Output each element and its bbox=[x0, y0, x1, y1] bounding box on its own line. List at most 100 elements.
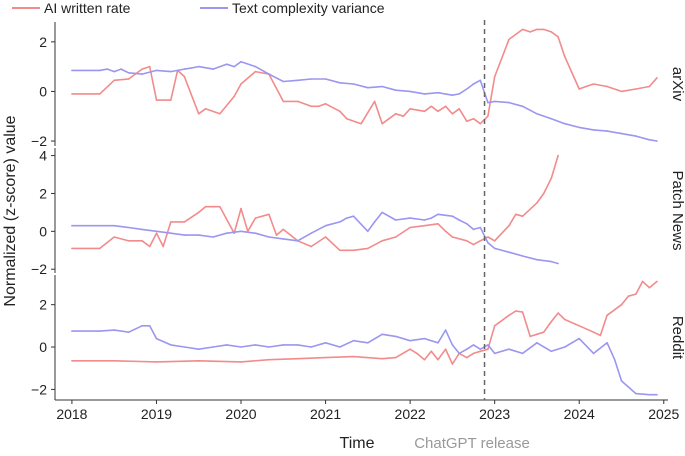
panel-1-ai-point-15 bbox=[240, 207, 242, 210]
panel-1-ai-point-19 bbox=[275, 234, 278, 236]
panel-0-tcv-point-3 bbox=[113, 70, 115, 73]
panel-0-ai-point-53 bbox=[606, 85, 608, 88]
legend-label-1: Text complexity variance bbox=[232, 0, 385, 16]
panel-0-tcv-point-43 bbox=[592, 129, 595, 131]
panel-0-tcv-point-11 bbox=[197, 65, 200, 68]
panel-0-ai-point-46 bbox=[542, 28, 545, 31]
panel-1-tcv-point-40 bbox=[557, 262, 559, 265]
panel-1-y-tick-label-3: 4 bbox=[39, 148, 47, 164]
panel-2-tcv-point-24 bbox=[409, 339, 411, 342]
panel-2-y-tick-label-1: 0 bbox=[39, 339, 47, 355]
annotation: ChatGPT release bbox=[414, 20, 530, 452]
panel-1-ai-point-25 bbox=[352, 249, 355, 252]
panel-2-ai-point-27 bbox=[529, 335, 531, 338]
panel-0-ai-point-55 bbox=[635, 88, 637, 90]
panel-1-tcv-point-21 bbox=[367, 230, 369, 233]
panel-1-tcv-point-36 bbox=[508, 251, 510, 253]
legend-label-0: AI written rate bbox=[44, 0, 131, 16]
panel-1-ai-point-11 bbox=[204, 205, 207, 208]
panel-2-tcv-point-39 bbox=[564, 346, 566, 348]
panel-0-ai-point-54 bbox=[620, 90, 623, 93]
panel-2: −2 0 2 Reddit bbox=[31, 275, 685, 400]
panel-2-tcv-point-37 bbox=[536, 342, 538, 344]
panel-2-tcv-point-22 bbox=[381, 333, 384, 336]
panel-2-tcv-point-6 bbox=[155, 337, 158, 340]
panel-1-tcv-point-16 bbox=[310, 232, 313, 234]
panel-1-ai-point-8 bbox=[170, 221, 172, 223]
panel-0-ai-point-29 bbox=[402, 115, 405, 117]
panel-2-tcv-point-4 bbox=[141, 325, 143, 327]
panel-0-ai-point-18 bbox=[296, 100, 299, 103]
panel-2-tcv-point-8 bbox=[183, 346, 186, 348]
panel-0-tcv-point-24 bbox=[367, 86, 369, 89]
panel-2-tcv-point-18 bbox=[324, 342, 327, 344]
panel-0-y-tick-label-1: 0 bbox=[39, 83, 47, 99]
panel-0-ai-point-19 bbox=[310, 105, 313, 108]
panel-2-ai-point-8 bbox=[352, 355, 355, 358]
panel-2-ai-point-5 bbox=[268, 358, 270, 361]
panel-0-tcv-point-23 bbox=[352, 83, 355, 85]
panel-2-tcv-point-44 bbox=[620, 380, 623, 382]
panel-2-ai-point-1 bbox=[113, 360, 115, 362]
panel-1-ai-point-12 bbox=[212, 205, 214, 208]
panel-2-ai-point-42 bbox=[656, 280, 658, 283]
panel-2-tcv-point-3 bbox=[127, 331, 130, 334]
panel-1-ai-point-10 bbox=[197, 211, 200, 214]
panel-0-tcv-point-16 bbox=[254, 65, 257, 68]
panel-2-tcv-point-5 bbox=[148, 325, 151, 327]
panel-0-ai-point-41 bbox=[493, 75, 496, 78]
panel-1-tcv-point-2 bbox=[113, 224, 115, 227]
panel-1-tcv-point-17 bbox=[324, 224, 327, 227]
panel-2-tcv-point-20 bbox=[352, 339, 355, 342]
panel-2-tcv-point-33 bbox=[487, 344, 489, 346]
panel-0-ai-point-42 bbox=[508, 38, 510, 41]
panel-0-ai-point-26 bbox=[381, 122, 384, 125]
panel-0-tcv-point-39 bbox=[536, 113, 538, 115]
panel-1-tcv-point-30 bbox=[458, 219, 461, 221]
legend: AI written rate Text complexity variance bbox=[12, 0, 385, 16]
x-tick-label-2: 2020 bbox=[225, 406, 256, 422]
panel-1-ai-point-38 bbox=[493, 240, 496, 242]
panel-1-ai-point-0 bbox=[71, 247, 73, 250]
panel-0-ai-point-20 bbox=[318, 105, 320, 108]
panel-1-tcv-point-7 bbox=[183, 234, 186, 236]
panel-0-ai-point-39 bbox=[479, 122, 482, 125]
panel-1-tcv-point-19 bbox=[345, 217, 348, 219]
panel-1-tcv-point-32 bbox=[472, 228, 475, 231]
panel-0-series-tcv-line bbox=[71, 60, 658, 142]
x-tick-label-1: 2019 bbox=[141, 406, 172, 422]
panel-2-ai-point-9 bbox=[381, 357, 384, 360]
panel-2-ai-point-24 bbox=[508, 314, 510, 317]
panel-2-ai-point-29 bbox=[542, 331, 545, 334]
panel-0-ai-point-23 bbox=[345, 117, 348, 120]
panel-2-tcv-point-21 bbox=[367, 342, 369, 344]
panel-0-tcv-point-1 bbox=[99, 69, 101, 72]
panel-2-series-tcv-line bbox=[71, 324, 657, 396]
panel-2-tcv-point-0 bbox=[71, 330, 73, 332]
panel-0-ai-point-34 bbox=[444, 105, 447, 108]
panel-0-tcv-point-47 bbox=[648, 139, 651, 141]
panel-1-tcv-point-29 bbox=[451, 215, 454, 217]
panel-0-tcv-point-34 bbox=[479, 79, 482, 82]
panel-0-series-ai-line bbox=[71, 28, 658, 125]
panel-1-ai-point-30 bbox=[423, 224, 426, 227]
x-tick-label-3: 2021 bbox=[310, 406, 341, 422]
panel-0-tcv-point-22 bbox=[339, 82, 341, 84]
panel-0-y-tick-label-2: 2 bbox=[39, 34, 47, 50]
panel-2-ai-point-35 bbox=[599, 334, 602, 337]
panel-0-ai-point-44 bbox=[529, 31, 531, 33]
panel-2-tcv-point-16 bbox=[296, 344, 299, 346]
panel-2-series-tcv-points bbox=[71, 325, 658, 396]
panel-2-ai-point-26 bbox=[521, 311, 524, 313]
panel-1-ai-point-3 bbox=[127, 240, 130, 242]
panel-2-ai-point-31 bbox=[557, 312, 559, 314]
panel-1-series-ai-line bbox=[71, 155, 559, 252]
panel-0-ai-point-36 bbox=[458, 108, 461, 110]
panel-2-tcv-point-47 bbox=[656, 393, 658, 396]
x-axis-label: Time bbox=[340, 435, 375, 451]
panel-0-tcv-point-13 bbox=[225, 63, 228, 65]
panel-1: −2 0 2 4 Patch News bbox=[31, 148, 685, 278]
panel-0-ai-point-30 bbox=[409, 108, 411, 110]
panel-2-ai-point-34 bbox=[592, 331, 595, 334]
panel-1-ai-point-27 bbox=[381, 240, 384, 242]
